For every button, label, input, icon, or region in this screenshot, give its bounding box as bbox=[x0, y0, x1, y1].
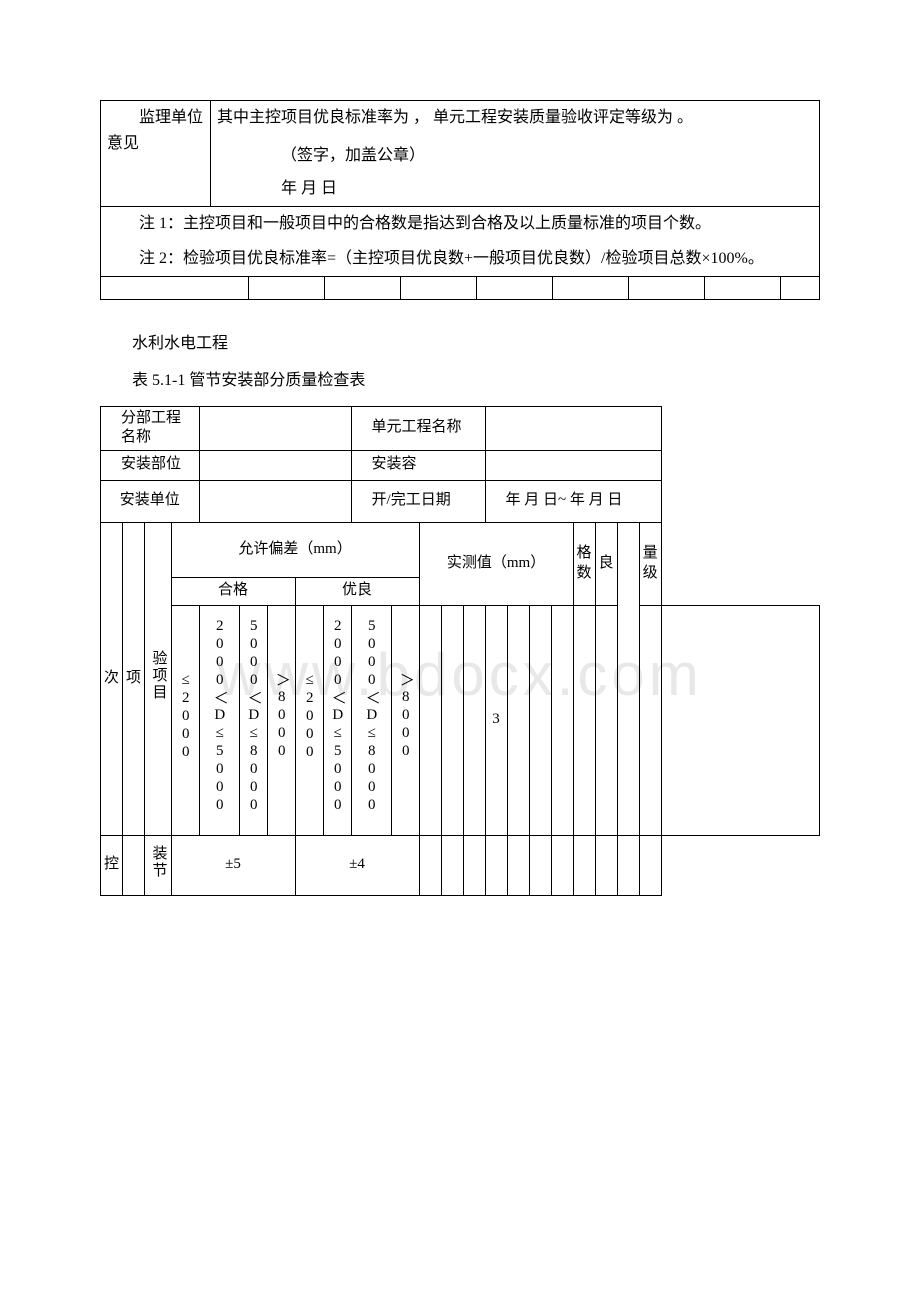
empty-row bbox=[101, 276, 820, 299]
dm7 bbox=[551, 835, 573, 895]
unit-project-name-value bbox=[485, 406, 661, 450]
good-header: 良 bbox=[595, 522, 617, 605]
xiang-label: 项 bbox=[126, 670, 141, 686]
dpc bbox=[573, 835, 595, 895]
m5 bbox=[507, 605, 529, 835]
q-d2: 2000＜D≤5000 bbox=[199, 605, 239, 835]
install-unit-value bbox=[199, 480, 351, 522]
quality-check-table: 分部工程名称 单元工程名称 安装部位 安装容 安装单位 开/完工日期 年 月 日… bbox=[100, 406, 820, 896]
pm4-cell: ±4 bbox=[295, 835, 419, 895]
dm3 bbox=[463, 835, 485, 895]
pm5-cell: ±5 bbox=[171, 835, 295, 895]
m1 bbox=[419, 605, 441, 835]
dm4 bbox=[485, 835, 507, 895]
install-content-value bbox=[485, 450, 661, 480]
e-d4: ＞8000 bbox=[391, 605, 419, 835]
note-2: 注 2：检验项目优良标准率=（主控项目优良数+一般项目优良数）/检验项目总数×1… bbox=[107, 246, 813, 272]
quality-grade-header bbox=[617, 522, 639, 835]
dm2 bbox=[441, 835, 463, 895]
qg-cell bbox=[639, 605, 661, 835]
notes-cell: 注 1：主控项目和一般项目中的合格数是指达到合格及以上质量标准的项目个数。 注 … bbox=[101, 206, 820, 276]
e-d2: 2000＜D≤5000 bbox=[323, 605, 351, 835]
liang-ji-header: 量级 bbox=[639, 522, 661, 605]
start-end-date-label: 开/完工日期 bbox=[351, 480, 485, 522]
zhuangjie-cell: 装节 bbox=[145, 835, 172, 895]
install-content-label: 安装容 bbox=[351, 450, 485, 480]
start-end-date-value: 年 月 日~ 年 月 日 bbox=[485, 480, 661, 522]
supervision-opinion-table: 监理单位意见 其中主控项目优良标准率为 ， 单元工程安装质量验收评定等级为 。 … bbox=[100, 100, 820, 300]
tolerance-header: 允许偏差（mm） bbox=[171, 522, 419, 577]
ci-label: 次 bbox=[104, 670, 119, 686]
install-position-label: 安装部位 bbox=[101, 450, 200, 480]
unit-project-name-label: 单元工程名称 bbox=[351, 406, 485, 450]
dm5 bbox=[507, 835, 529, 895]
supervisor-opinion-content: 其中主控项目优良标准率为 ， 单元工程安装质量验收评定等级为 。 （签字，加盖公… bbox=[211, 101, 820, 207]
m3 bbox=[463, 605, 485, 835]
q-d1: ≤2000 bbox=[171, 605, 199, 835]
supervisor-opinion-label: 监理单位意见 bbox=[101, 101, 211, 207]
good-cell bbox=[595, 605, 617, 835]
date-line: 年 月 日 bbox=[217, 176, 813, 202]
yanxiangmu-label: 验项目 bbox=[148, 650, 168, 701]
qualified-header: 合格 bbox=[171, 577, 295, 605]
q-d4: ＞8000 bbox=[267, 605, 295, 835]
ci-col: 次 bbox=[101, 522, 123, 835]
xiang-col: 项 bbox=[123, 522, 145, 835]
yan-col: 验项目 bbox=[145, 522, 172, 835]
m6 bbox=[529, 605, 551, 835]
subproject-name-value bbox=[199, 406, 351, 450]
m2 bbox=[441, 605, 463, 835]
e-d1: ≤2000 bbox=[295, 605, 323, 835]
heading-line-1: 水利水电工程 bbox=[100, 330, 820, 359]
m4: 3 bbox=[485, 605, 507, 835]
opinion-text: 其中主控项目优良标准率为 ， 单元工程安装质量验收评定等级为 。 bbox=[217, 105, 813, 131]
blank-cell bbox=[123, 835, 145, 895]
dlj bbox=[639, 835, 661, 895]
pass-count-header: 格数 bbox=[573, 522, 595, 605]
dgood bbox=[595, 835, 617, 895]
dm1 bbox=[419, 835, 441, 895]
subproject-name-label: 分部工程名称 bbox=[101, 406, 200, 450]
q-d3: 5000＜D≤8000 bbox=[239, 605, 267, 835]
dqg bbox=[617, 835, 639, 895]
measured-header: 实测值（mm） bbox=[419, 522, 573, 605]
dm6 bbox=[529, 835, 551, 895]
kong-cell: 控 bbox=[101, 835, 123, 895]
install-unit-label: 安装单位 bbox=[101, 480, 200, 522]
install-position-value bbox=[199, 450, 351, 480]
m7 bbox=[551, 605, 573, 835]
section-heading: 水利水电工程 表 5.1-1 管节安装部分质量检查表 bbox=[100, 330, 820, 396]
heading-line-2: 表 5.1-1 管节安装部分质量检查表 bbox=[100, 367, 820, 396]
excellent-header: 优良 bbox=[295, 577, 419, 605]
pc-cell bbox=[573, 605, 595, 835]
signature-note: （签字，加盖公章） bbox=[217, 143, 813, 169]
note-1: 注 1：主控项目和一般项目中的合格数是指达到合格及以上质量标准的项目个数。 bbox=[107, 211, 813, 237]
e-d3: 5000＜D≤8000 bbox=[351, 605, 391, 835]
lj-cell bbox=[661, 605, 819, 835]
